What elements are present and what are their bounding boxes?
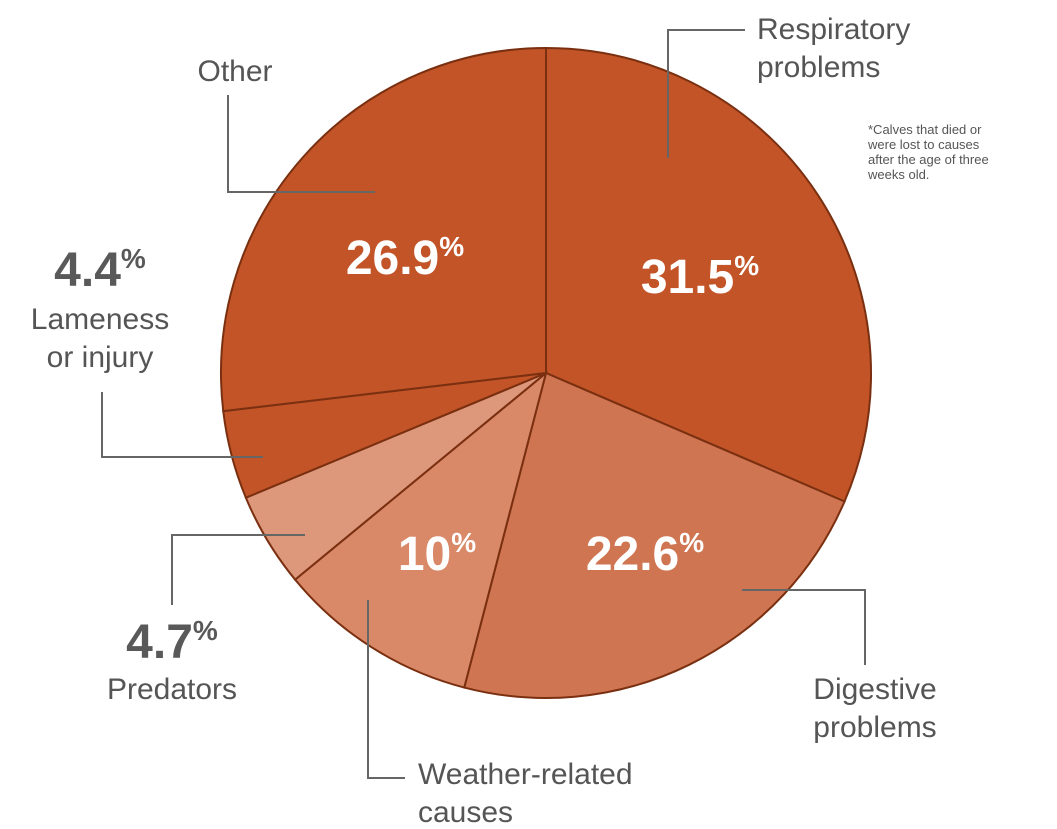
category-label: Lameness or injury <box>30 303 170 374</box>
slice <box>293 370 548 689</box>
value-label: 26.9% <box>346 231 464 285</box>
value-number: 4.4 <box>54 244 121 297</box>
leader-line <box>171 534 305 605</box>
value-unit: % <box>679 527 704 558</box>
value-unit: % <box>451 527 476 558</box>
leader-lines <box>101 29 866 779</box>
value-number: 31.5 <box>641 251 734 304</box>
value-labels: 31.5%22.6%10%4.7%4.4% 26.9% <box>54 231 759 669</box>
slice <box>220 46 547 413</box>
value-label: 4.7% <box>126 615 218 669</box>
value-unit: % <box>439 231 464 262</box>
value-label: 4.4% <box>54 243 146 297</box>
slice <box>463 371 846 699</box>
value-unit: % <box>121 243 146 274</box>
leader-line <box>742 589 866 665</box>
category-label: Digestive problems <box>813 673 937 744</box>
value-number: 22.6 <box>586 528 679 581</box>
value-unit: % <box>734 250 759 281</box>
leader-line <box>101 392 263 458</box>
value-number: 4.7 <box>126 616 193 669</box>
value-label: 22.6% <box>586 527 704 581</box>
value-number: 26.9 <box>346 232 439 285</box>
leader-line <box>667 29 745 158</box>
value-label: 31.5% <box>641 250 759 304</box>
category-label: Weather-related causes <box>418 758 633 829</box>
value-number: 10 <box>398 528 451 581</box>
leader-line <box>367 600 405 779</box>
slices <box>220 46 872 699</box>
footnote: *Calves that died or were lost to causes… <box>868 122 989 182</box>
category-label: Predators <box>106 673 238 706</box>
value-unit: % <box>193 615 218 646</box>
leader-line <box>227 95 375 193</box>
slice <box>545 46 872 503</box>
category-label: Respiratory problems <box>757 13 911 84</box>
category-label: Other <box>197 55 273 88</box>
value-label: 10% <box>398 527 476 581</box>
